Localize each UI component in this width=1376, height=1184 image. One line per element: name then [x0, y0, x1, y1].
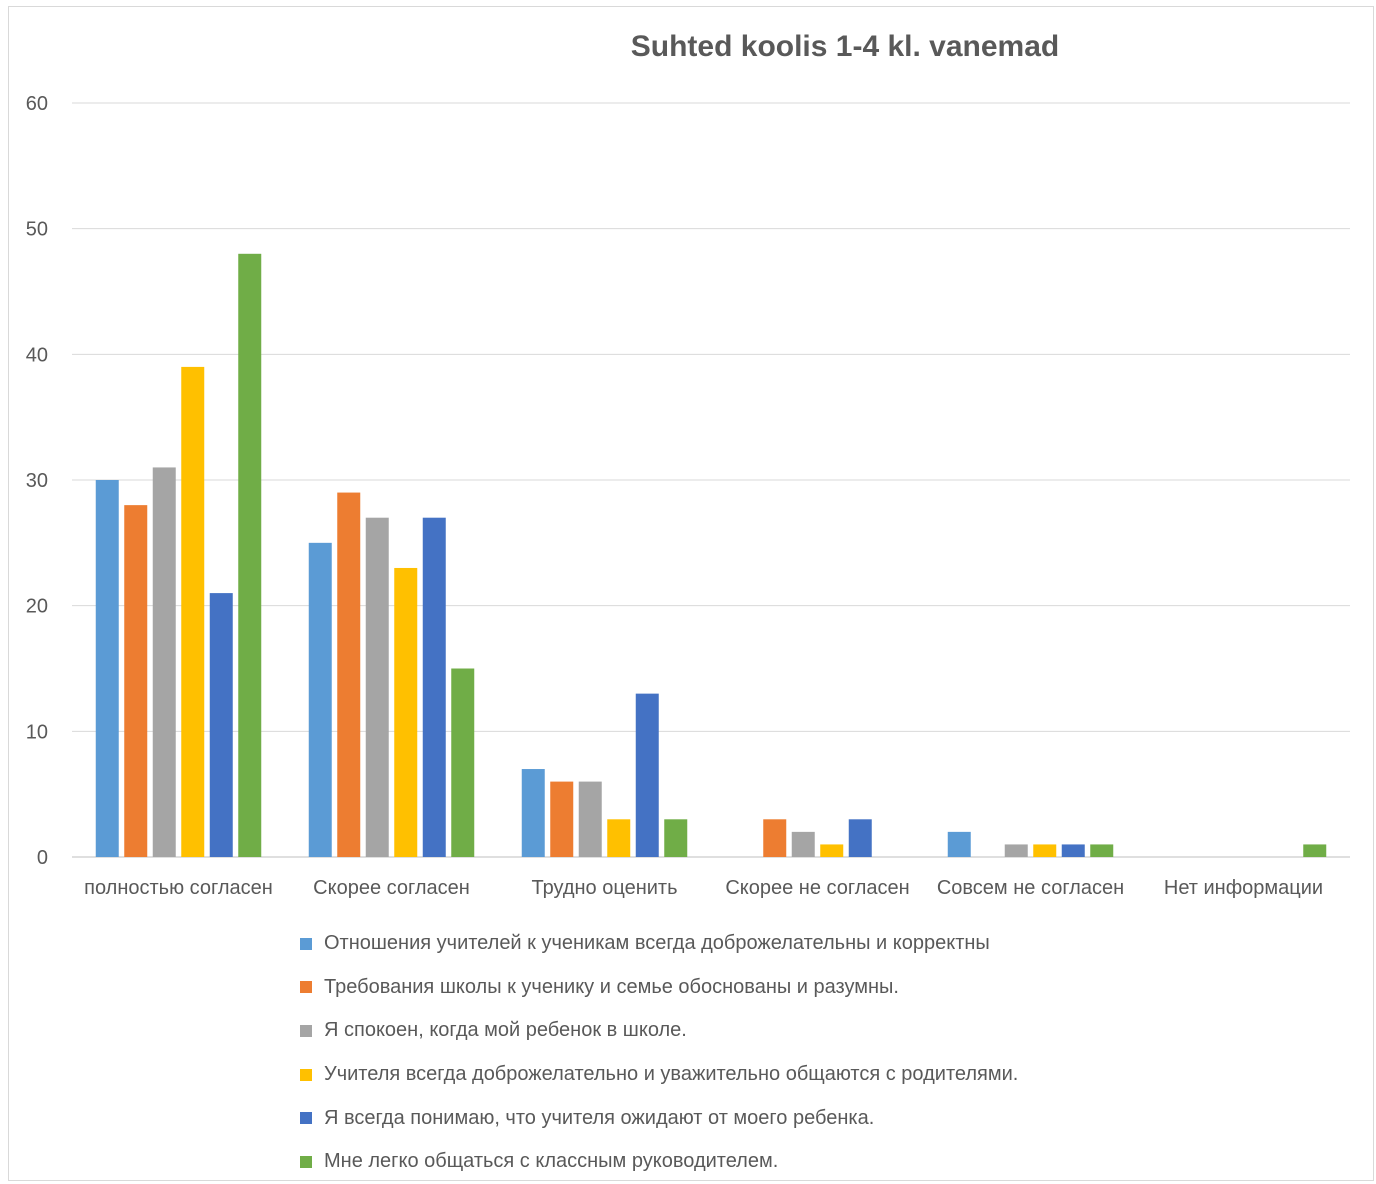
bar — [607, 819, 631, 857]
bar — [181, 366, 205, 857]
y-tick-label: 0 — [37, 847, 48, 869]
legend: Отношения учителей к ученикам всегда доб… — [300, 922, 1018, 1184]
legend-swatch — [300, 1112, 312, 1125]
plot-area: 0 10 20 30 40 50 60 полностью согласен Скорее со… — [26, 93, 1350, 899]
bar — [1033, 844, 1057, 857]
x-category-label: Трудно оценить — [532, 877, 678, 899]
bar — [1303, 844, 1327, 857]
bar — [95, 480, 119, 857]
legend-item: Отношения учителей к ученикам всегда доб… — [300, 922, 1018, 966]
bar — [578, 781, 602, 857]
bar — [1004, 844, 1028, 857]
bar — [422, 517, 446, 857]
bar — [550, 781, 574, 857]
y-tick-label: 50 — [26, 219, 48, 241]
x-category-label: Скорее согласен — [313, 877, 470, 899]
legend-item: Я всегда понимаю, что учителя ожидают от… — [300, 1096, 1018, 1140]
legend-label: Я спокоен, когда мой ребенок в школе. — [324, 1019, 687, 1042]
x-category-label: Совсем не согласен — [937, 877, 1124, 899]
legend-label: Отношения учителей к ученикам всегда доб… — [324, 932, 990, 955]
bar — [152, 467, 176, 857]
bar — [763, 819, 787, 857]
bar — [664, 819, 688, 857]
bar — [365, 517, 389, 857]
legend-item: Учителя всегда доброжелательно и уважите… — [300, 1053, 1018, 1097]
y-tick-label: 30 — [26, 470, 48, 492]
legend-swatch — [300, 1068, 312, 1081]
y-tick-label: 60 — [26, 93, 48, 115]
bar — [451, 668, 475, 857]
legend-swatch — [300, 1155, 312, 1168]
bar — [1061, 844, 1085, 857]
bar — [394, 567, 418, 857]
legend-swatch — [300, 937, 312, 950]
legend-label: Учителя всегда доброжелательно и уважите… — [324, 1063, 1019, 1086]
x-category-label: Нет информации — [1164, 877, 1323, 899]
legend-item: Требования школы к ученику и семье обосн… — [300, 966, 1018, 1010]
bar — [238, 253, 262, 858]
bar — [947, 831, 971, 857]
bar — [124, 505, 148, 857]
bar — [1090, 844, 1114, 857]
legend-label: Я всегда понимаю, что учителя ожидают от… — [324, 1106, 875, 1129]
bar — [791, 831, 815, 857]
chart-area — [8, 6, 1374, 1181]
y-tick-label: 20 — [26, 596, 48, 618]
legend-swatch — [300, 981, 312, 994]
bar — [209, 593, 233, 857]
y-tick-label: 10 — [26, 721, 48, 743]
bar — [820, 844, 844, 857]
x-category-label: полностью согласен — [84, 877, 273, 899]
chart-title: Suhted koolis 1-4 kl. vanemad — [630, 30, 1060, 63]
legend-label: Мне легко общаться с классным руководите… — [324, 1150, 779, 1173]
bar — [521, 769, 545, 857]
legend-swatch — [300, 1024, 312, 1037]
y-tick-label: 40 — [26, 344, 48, 366]
x-category-label: Скорее не согласен — [725, 877, 909, 899]
bar — [337, 492, 361, 857]
legend-item: Я спокоен, когда мой ребенок в школе. — [300, 1009, 1018, 1053]
bar — [635, 693, 659, 857]
legend-item: Мне легко общаться с классным руководите… — [300, 1140, 1018, 1184]
bar — [848, 819, 872, 857]
bar — [308, 542, 332, 857]
legend-label: Требования школы к ученику и семье обосн… — [324, 975, 899, 998]
